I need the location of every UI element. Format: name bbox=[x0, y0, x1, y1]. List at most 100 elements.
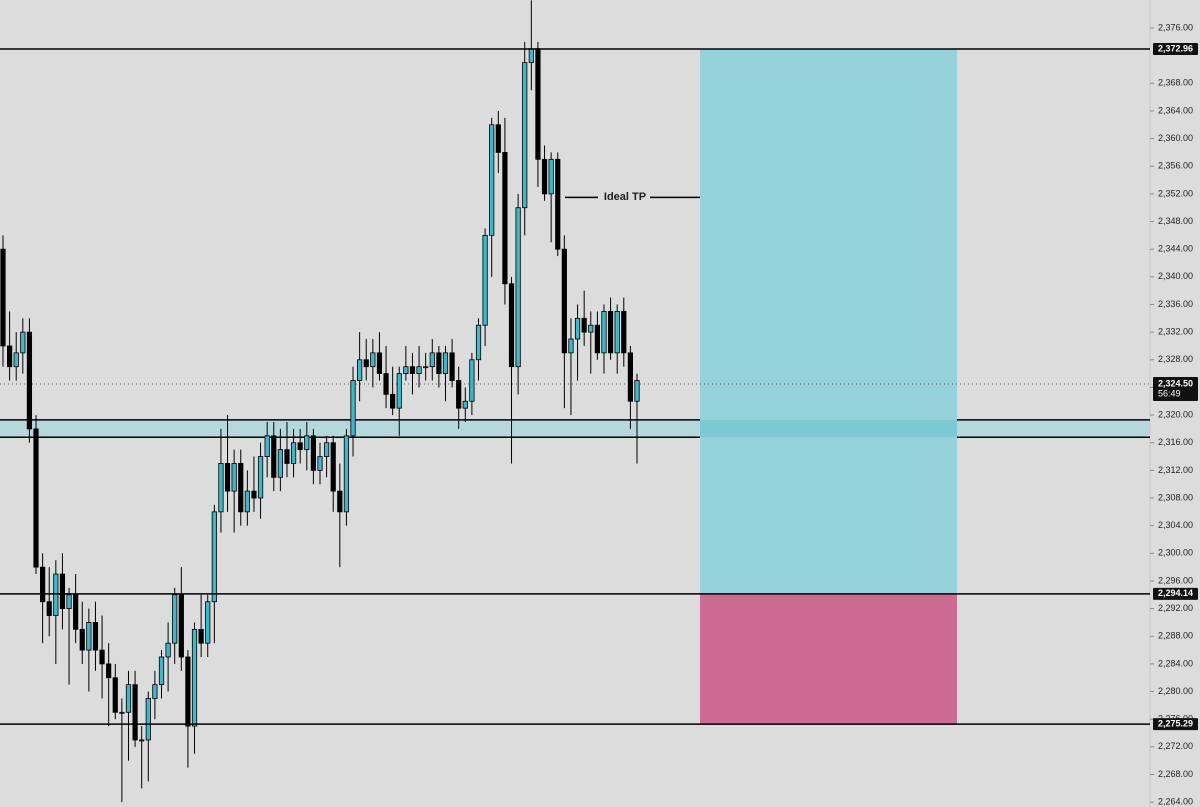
y-tick-label: 2,352.00 bbox=[1158, 188, 1193, 198]
candle-body bbox=[290, 442, 297, 464]
candle-body bbox=[20, 331, 26, 354]
candle-body bbox=[53, 573, 59, 616]
price-tag bbox=[1153, 587, 1198, 600]
candle-body bbox=[508, 283, 515, 368]
candle-body bbox=[205, 601, 211, 644]
candle-body bbox=[350, 380, 356, 437]
candle-body bbox=[403, 366, 409, 375]
candle-body bbox=[614, 310, 620, 354]
candle-body bbox=[33, 428, 39, 568]
candle-body bbox=[581, 317, 587, 333]
candle-body bbox=[621, 310, 627, 354]
candle-body bbox=[317, 456, 323, 471]
candle-body bbox=[99, 649, 105, 665]
candle-body bbox=[357, 359, 363, 381]
candle-body bbox=[191, 628, 198, 727]
candle-body bbox=[390, 393, 396, 409]
candle-body bbox=[40, 566, 46, 603]
candle-body bbox=[271, 435, 277, 478]
candle-body bbox=[152, 684, 158, 699]
candle-body bbox=[607, 310, 614, 354]
candle-body bbox=[106, 663, 112, 679]
y-tick-label: 2,272.00 bbox=[1158, 741, 1193, 751]
candle-body bbox=[456, 380, 462, 409]
candle-body bbox=[86, 622, 92, 651]
candle-body bbox=[119, 711, 125, 714]
candle-body bbox=[469, 359, 475, 402]
candle-body bbox=[132, 684, 138, 741]
candle-body bbox=[257, 456, 264, 499]
candle-body bbox=[66, 594, 72, 610]
candle-body bbox=[574, 317, 581, 340]
y-tick-label: 2,304.00 bbox=[1158, 520, 1193, 530]
y-tick-label: 2,364.00 bbox=[1158, 105, 1193, 115]
current-price-label: 2,324.50 bbox=[1158, 378, 1193, 388]
candle-body bbox=[409, 366, 416, 375]
candle-body bbox=[172, 594, 178, 644]
price-tag bbox=[1153, 43, 1198, 56]
y-tick-label: 2,316.00 bbox=[1158, 437, 1193, 447]
candle-body bbox=[541, 158, 548, 195]
candle-body bbox=[297, 442, 303, 451]
price-tag-label: 2,275.29 bbox=[1158, 718, 1193, 728]
candle-body bbox=[475, 324, 482, 361]
y-tick-label: 2,264.00 bbox=[1158, 797, 1193, 807]
candle-body bbox=[251, 490, 257, 499]
y-tick-label: 2,348.00 bbox=[1158, 216, 1193, 226]
candle-body bbox=[555, 158, 561, 250]
candle-body bbox=[482, 234, 488, 326]
candle-body bbox=[26, 331, 33, 430]
y-tick-label: 2,284.00 bbox=[1158, 658, 1193, 668]
y-tick-label: 2,356.00 bbox=[1158, 161, 1193, 171]
y-tick-label: 2,376.00 bbox=[1158, 22, 1193, 32]
candle-body bbox=[343, 435, 350, 513]
candle-body bbox=[429, 352, 435, 368]
candle-body bbox=[224, 463, 231, 492]
candle-body bbox=[515, 207, 521, 368]
y-tick-label: 2,300.00 bbox=[1158, 548, 1193, 558]
candle-body bbox=[13, 352, 19, 368]
price-tag-label: 2,294.14 bbox=[1158, 588, 1193, 598]
candle-body bbox=[158, 656, 165, 686]
candle-body bbox=[231, 463, 237, 492]
y-tick-label: 2,328.00 bbox=[1158, 354, 1193, 364]
y-tick-label: 2,312.00 bbox=[1158, 465, 1193, 475]
candle-body bbox=[561, 248, 567, 354]
candle-body bbox=[396, 373, 402, 409]
zone-overlap bbox=[700, 419, 957, 438]
candle-body bbox=[165, 642, 171, 658]
candle-body bbox=[363, 359, 369, 368]
candle-body bbox=[502, 152, 508, 285]
candle-body bbox=[442, 352, 449, 375]
candle-body bbox=[594, 324, 600, 354]
candle-body bbox=[145, 698, 151, 741]
candle-body bbox=[548, 158, 554, 195]
candle-body bbox=[178, 594, 184, 658]
current-price-tag bbox=[1153, 376, 1198, 401]
y-tick-label: 2,360.00 bbox=[1158, 133, 1193, 143]
candle-body bbox=[46, 601, 52, 616]
candle-body bbox=[416, 366, 422, 375]
y-tick-label: 2,308.00 bbox=[1158, 492, 1193, 502]
price-tag-label: 2,372.96 bbox=[1158, 43, 1193, 53]
support-zone bbox=[0, 419, 1150, 438]
candle-body bbox=[218, 463, 224, 513]
y-tick-label: 2,320.00 bbox=[1158, 409, 1193, 419]
candle-body bbox=[376, 352, 383, 375]
candle-body bbox=[423, 366, 429, 369]
candle-body bbox=[92, 622, 99, 651]
candle-body bbox=[125, 684, 132, 713]
candle-body bbox=[284, 449, 290, 464]
y-tick-label: 2,268.00 bbox=[1158, 769, 1193, 779]
candle-body bbox=[198, 628, 204, 644]
candle-body bbox=[244, 490, 250, 513]
candle-body bbox=[634, 380, 640, 402]
candle-body bbox=[528, 48, 534, 63]
candle-body bbox=[185, 656, 191, 727]
annotation-label: Ideal TP bbox=[604, 191, 646, 203]
profit-zone bbox=[700, 49, 957, 594]
y-tick-label: 2,296.00 bbox=[1158, 575, 1193, 585]
candle-body bbox=[383, 373, 389, 395]
candle-body bbox=[324, 442, 330, 457]
y-tick-label: 2,340.00 bbox=[1158, 271, 1193, 281]
